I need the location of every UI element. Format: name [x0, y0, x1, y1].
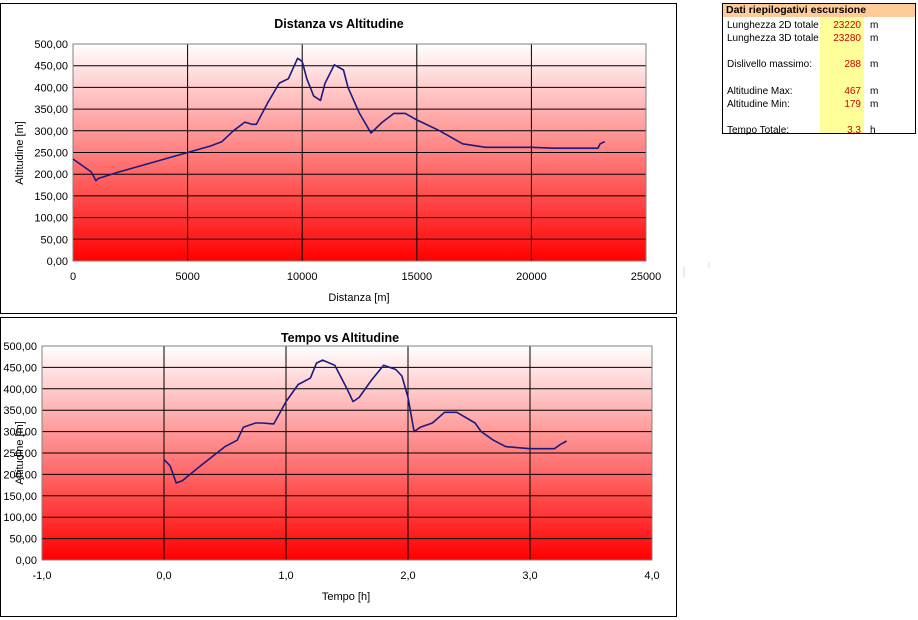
background-speck — [708, 262, 710, 268]
summary-values-column — [820, 17, 864, 133]
summary-unit: h — [870, 125, 876, 136]
y-tick-label: 250,00 — [34, 148, 68, 160]
y-tick-label: 400,00 — [3, 384, 37, 396]
y-tick-label: 350,00 — [34, 104, 68, 116]
x-tick-label: 3,0 — [522, 570, 537, 582]
y-tick-label: 250,00 — [3, 448, 37, 460]
y-tick-label: 150,00 — [3, 491, 37, 503]
summary-row: Lunghezza 2D totale 23220 m — [723, 19, 915, 32]
series-line — [72, 57, 606, 182]
summary-label: Altitudine Min: — [727, 99, 790, 110]
y-tick-label: 350,00 — [3, 405, 37, 417]
chart-title: Distanza vs Altitudine — [274, 17, 403, 31]
y-tick-label: 500,00 — [3, 341, 37, 353]
x-tick-label: 0 — [70, 271, 76, 283]
y-tick-label: 50,00 — [9, 534, 37, 546]
summary-row: Dislivello massimo: 288 m — [723, 58, 915, 71]
y-tick-label: 500,00 — [34, 39, 68, 51]
y-tick-label: 450,00 — [34, 61, 68, 73]
time-altitude-chart: 0,00 50,00 100,00 150,00 200,00 250,00 300,00 3… — [0, 317, 677, 617]
distance-altitude-svg: 0,00 50,00 100,00 150,00 200,00 250,00 300,00 3… — [14, 17, 662, 304]
summary-value: 288 — [844, 59, 861, 70]
y-axis-label: Altitudine [m] — [14, 121, 26, 185]
summary-label: Altitudine Max: — [727, 86, 793, 97]
summary-value: 179 — [844, 99, 861, 110]
series-line — [163, 359, 567, 484]
y-tick-label: 200,00 — [3, 469, 37, 481]
summary-value: 3,3 — [847, 125, 861, 136]
summary-label: Lunghezza 3D totale — [727, 33, 819, 44]
plot-border — [72, 43, 647, 262]
y-tick-label: 50,00 — [40, 234, 68, 246]
summary-row: Lunghezza 3D totale 23280 m — [723, 32, 915, 45]
y-tick-label: 200,00 — [34, 169, 68, 181]
summary-value: 23220 — [833, 20, 861, 31]
y-tick-label: 300,00 — [34, 126, 68, 138]
summary-label: Tempo Totale: — [727, 125, 790, 136]
summary-table: Dati riepilogativi escursione Lunghezza … — [722, 3, 916, 137]
y-tick-label: 300,00 — [3, 427, 37, 439]
y-tick-label: 0,00 — [16, 555, 37, 567]
x-tick-label: 5000 — [175, 271, 199, 283]
background-speck — [683, 266, 685, 278]
y-tick-label: 150,00 — [34, 191, 68, 203]
summary-row: Altitudine Min: 179 m — [723, 98, 915, 111]
x-tick-label: 4,0 — [644, 570, 659, 582]
summary-title: Dati riepilogativi escursione — [723, 4, 915, 17]
summary-unit: m — [870, 59, 879, 70]
summary-value: 467 — [844, 86, 861, 97]
x-tick-label: -1,0 — [33, 570, 52, 582]
summary-unit: m — [870, 99, 879, 110]
x-tick-label: 0,0 — [156, 570, 171, 582]
summary-value: 23280 — [833, 33, 861, 44]
summary-row: Tempo Totale: 3,3 h — [723, 124, 915, 137]
x-axis-label: Distanza [m] — [328, 292, 389, 304]
x-tick-label: 15000 — [402, 271, 433, 283]
time-altitude-svg: 0,00 50,00 100,00 150,00 200,00 250,00 300,00 3… — [3, 331, 659, 603]
y-tick-label: 100,00 — [3, 512, 37, 524]
x-tick-label: 1,0 — [278, 570, 293, 582]
y-tick-label: 400,00 — [34, 82, 68, 94]
y-tick-label: 100,00 — [34, 213, 68, 225]
plot-border — [41, 345, 653, 561]
x-tick-label: 2,0 — [400, 570, 415, 582]
x-tick-label: 25000 — [631, 271, 662, 283]
summary-unit: m — [870, 20, 879, 31]
summary-label: Dislivello massimo: — [727, 59, 813, 70]
y-axis-label: Altitudine [m] — [14, 421, 26, 485]
summary-row: Altitudine Max: 467 m — [723, 85, 915, 98]
distance-altitude-chart: 0,00 50,00 100,00 150,00 200,00 250,00 300,00 3… — [0, 3, 677, 314]
y-tick-label: 450,00 — [3, 362, 37, 374]
summary-unit: m — [870, 33, 879, 44]
y-tick-label: 0,00 — [47, 256, 68, 268]
x-tick-label: 20000 — [516, 271, 547, 283]
summary-unit: m — [870, 86, 879, 97]
x-axis-label: Tempo [h] — [322, 591, 370, 603]
x-tick-label: 10000 — [287, 271, 318, 283]
summary-label: Lunghezza 2D totale — [727, 20, 819, 31]
chart-title: Tempo vs Altitudine — [281, 331, 399, 345]
